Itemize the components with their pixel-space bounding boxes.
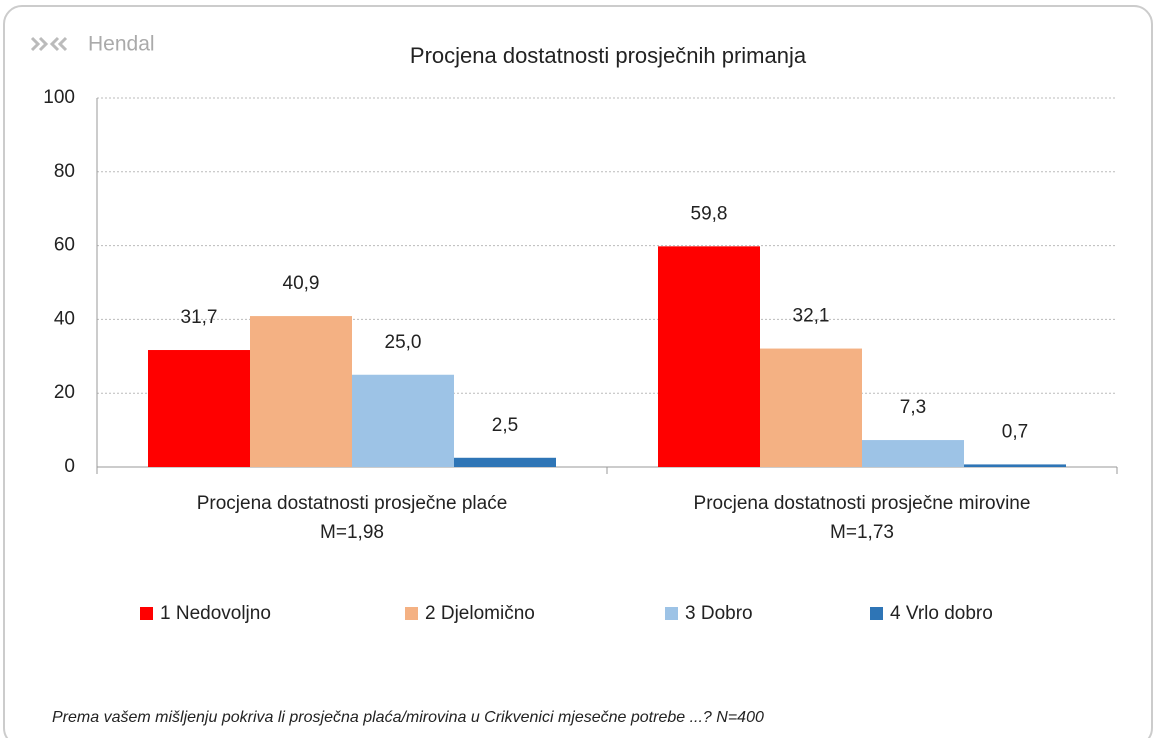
legend-label: 3 Dobro bbox=[685, 603, 753, 624]
x-tick-sublabel: M=1,98 bbox=[320, 522, 384, 543]
frame bbox=[3, 5, 1153, 738]
legend-label: 4 Vrlo dobro bbox=[890, 603, 993, 624]
x-tick-label: Procjena dostatnosti prosječne mirovine bbox=[694, 493, 1031, 514]
bar bbox=[148, 350, 250, 467]
value-label: 31,7 bbox=[181, 307, 218, 328]
bar bbox=[658, 246, 760, 467]
legend-swatch bbox=[665, 607, 678, 620]
value-label: 2,5 bbox=[492, 415, 518, 436]
bar bbox=[964, 464, 1066, 467]
legend-swatch bbox=[405, 607, 418, 620]
y-tick-label: 80 bbox=[54, 161, 75, 182]
logo-icon bbox=[30, 36, 68, 52]
value-label: 40,9 bbox=[283, 273, 320, 294]
value-label: 25,0 bbox=[385, 332, 422, 353]
legend-label: 1 Nedovoljno bbox=[160, 603, 271, 624]
bar bbox=[352, 374, 454, 467]
y-tick-label: 40 bbox=[54, 308, 75, 329]
legend-swatch bbox=[870, 607, 883, 620]
y-tick-label: 100 bbox=[43, 87, 75, 108]
value-label: 0,7 bbox=[1002, 421, 1028, 442]
logo: Hendal bbox=[88, 33, 155, 56]
footnote: Prema vašem mišljenju pokriva li prosječ… bbox=[52, 709, 764, 726]
x-tick-sublabel: M=1,73 bbox=[830, 522, 894, 543]
chart-title: Procjena dostatnosti prosječnih primanja bbox=[410, 43, 807, 68]
y-tick-label: 60 bbox=[54, 235, 75, 256]
bar bbox=[760, 348, 862, 467]
bar bbox=[250, 316, 352, 467]
x-tick-label: Procjena dostatnosti prosječne plaće bbox=[197, 493, 508, 514]
value-label: 32,1 bbox=[793, 306, 830, 327]
bar bbox=[862, 440, 964, 467]
y-tick-label: 0 bbox=[64, 456, 75, 477]
bar bbox=[454, 457, 556, 467]
value-label: 7,3 bbox=[900, 397, 926, 418]
legend-label: 2 Djelomično bbox=[425, 603, 535, 624]
legend-swatch bbox=[140, 607, 153, 620]
y-tick-label: 20 bbox=[54, 382, 75, 403]
value-label: 59,8 bbox=[691, 203, 728, 224]
